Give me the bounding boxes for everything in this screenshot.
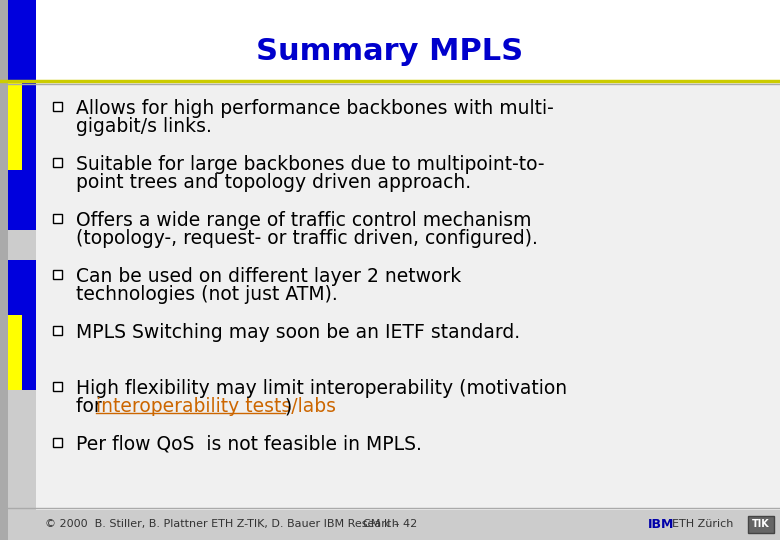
Text: gigabit/s links.: gigabit/s links.	[76, 118, 212, 137]
Bar	[52, 102, 62, 111]
Text: TIK: TIK	[752, 519, 770, 529]
Text: for: for	[76, 397, 108, 416]
Bar	[8, 82, 22, 170]
Bar	[8, 315, 22, 390]
Bar	[8, 82, 36, 230]
Text: High flexibility may limit interoperability (motivation: High flexibility may limit interoperabil…	[76, 379, 567, 397]
Text: point trees and topology driven approach.: point trees and topology driven approach…	[76, 173, 471, 192]
Text: IBM: IBM	[648, 517, 675, 530]
Text: © 2000  B. Stiller, B. Plattner ETH Z-TIK, D. Bauer IBM Research: © 2000 B. Stiller, B. Plattner ETH Z-TIK…	[45, 519, 399, 529]
Text: technologies (not just ATM).: technologies (not just ATM).	[76, 286, 338, 305]
Text: interoperability tests/labs: interoperability tests/labs	[96, 397, 336, 416]
Bar	[52, 437, 62, 447]
Bar	[52, 269, 62, 279]
Bar	[52, 326, 62, 334]
Text: MPLS Switching may soon be an IETF standard.: MPLS Switching may soon be an IETF stand…	[76, 322, 520, 341]
Text: Offers a wide range of traffic control mechanism: Offers a wide range of traffic control m…	[76, 211, 531, 229]
Bar	[52, 213, 62, 222]
Text: Suitable for large backbones due to multipoint-to-: Suitable for large backbones due to mult…	[76, 154, 544, 173]
Text: Summary MPLS: Summary MPLS	[257, 37, 523, 65]
Bar	[0, 0, 8, 540]
Text: Per flow QoS  is not feasible in MPLS.: Per flow QoS is not feasible in MPLS.	[76, 435, 422, 454]
Text: Can be used on different layer 2 network: Can be used on different layer 2 network	[76, 267, 461, 286]
Bar	[52, 381, 62, 390]
Text: ETH Zürich: ETH Zürich	[672, 519, 733, 529]
Bar	[52, 158, 62, 166]
Bar	[0, 0, 780, 80]
Bar	[748, 516, 774, 533]
Text: (topology-, request- or traffic driven, configured).: (topology-, request- or traffic driven, …	[76, 230, 538, 248]
Text: ): )	[285, 397, 292, 416]
Bar	[36, 82, 780, 510]
Text: CM II – 42: CM II – 42	[363, 519, 417, 529]
Bar	[8, 260, 36, 390]
Bar	[8, 0, 36, 80]
Text: Allows for high performance backbones with multi-: Allows for high performance backbones wi…	[76, 98, 554, 118]
